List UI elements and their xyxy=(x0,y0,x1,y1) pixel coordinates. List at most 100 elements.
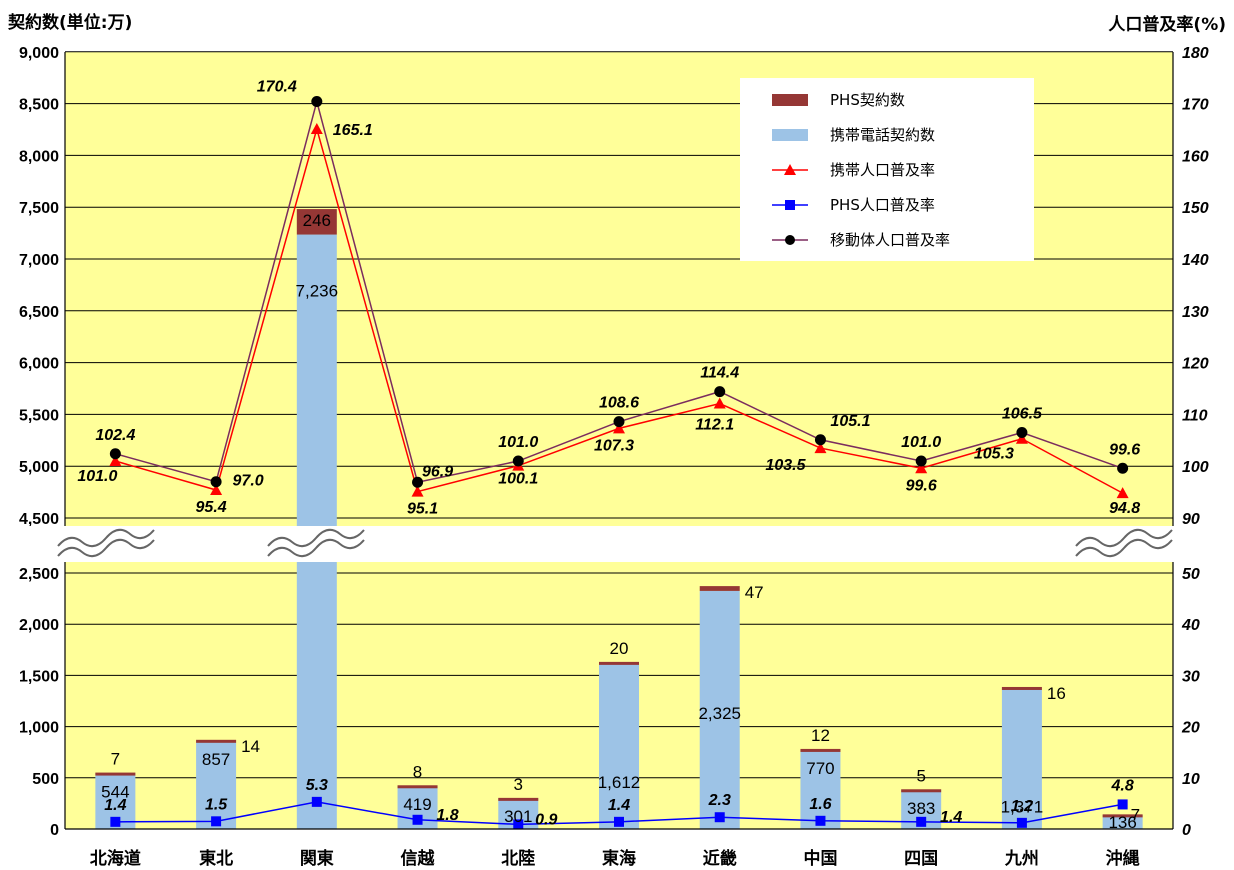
bar-phs xyxy=(800,748,841,752)
keitai-rate-label: 165.1 xyxy=(333,122,373,139)
axis-break-mark xyxy=(267,538,365,558)
phs-rate-label: 0.9 xyxy=(535,811,557,828)
bar-phs xyxy=(599,661,639,665)
phs-value-label: 5 xyxy=(916,766,925,785)
legend-marker xyxy=(785,200,795,210)
mobile-rate-label: 101.0 xyxy=(498,434,538,451)
marker-triangle xyxy=(411,485,424,497)
phs-rate-label: 4.8 xyxy=(1111,777,1134,794)
right-tick-label: 180 xyxy=(1182,45,1209,62)
mobile-rate-label: 170.4 xyxy=(257,79,297,96)
phs-value-label: 14 xyxy=(241,737,260,756)
bar-value-label: 770 xyxy=(806,759,834,778)
legend-marker xyxy=(784,164,796,175)
left-tick-label: 1,500 xyxy=(19,668,59,685)
phs-value-label: 3 xyxy=(514,775,523,794)
bar-value-label: 419 xyxy=(403,795,431,814)
legend-label: 携帯電話契約数 xyxy=(830,126,935,144)
marker-square xyxy=(614,816,624,827)
right-axis-title: 人口普及率(%) xyxy=(1108,14,1226,35)
axis-break-mark xyxy=(1075,538,1173,558)
bar-value-label: 1,371 xyxy=(1001,798,1044,817)
keitai-rate-label: 100.1 xyxy=(498,471,538,488)
right-tick-label: 100 xyxy=(1182,459,1209,476)
marker-triangle xyxy=(1015,432,1028,444)
right-tick-label: 90 xyxy=(1182,511,1200,528)
marker-square xyxy=(110,816,121,827)
keitai-rate-label: 103.5 xyxy=(765,457,806,474)
phs-rate-label: 2.3 xyxy=(708,792,731,809)
right-tick-label: 150 xyxy=(1182,200,1209,217)
gridlines xyxy=(65,51,1173,830)
bar-phs xyxy=(1102,814,1143,818)
marker-square xyxy=(916,816,927,827)
bar-phs xyxy=(296,209,337,235)
legend-label: 携帯人口普及率 xyxy=(830,161,935,179)
keitai-rate-label: 101.0 xyxy=(77,468,117,485)
right-tick-label: 170 xyxy=(1182,97,1209,114)
legend-label: 移動体人口普及率 xyxy=(830,231,950,249)
phs-rate-label: 1.6 xyxy=(809,796,831,813)
left-tick-label: 6,500 xyxy=(19,304,59,321)
right-tick-label: 20 xyxy=(1181,720,1200,737)
marker-circle xyxy=(714,386,726,398)
phs-value-label: 16 xyxy=(1047,684,1066,703)
left-tick-label: 4,500 xyxy=(19,511,59,528)
right-tick-label: 140 xyxy=(1182,252,1209,269)
phs-rate-label: 1.2 xyxy=(1011,798,1033,815)
marker-circle xyxy=(1016,427,1028,439)
axes: 05001,0001,5002,0002,5004,5005,0005,5006… xyxy=(19,45,1209,869)
marker-square xyxy=(211,816,222,827)
mobile-rate-label: 106.5 xyxy=(1002,406,1043,423)
mobile-rate-label: 108.6 xyxy=(599,395,639,412)
bar-value-label: 301 xyxy=(504,807,532,826)
marker-square xyxy=(311,796,322,807)
mobile-rate-label: 102.4 xyxy=(95,427,135,444)
marker-circle xyxy=(814,434,826,446)
right-tick-label: 50 xyxy=(1182,566,1200,583)
left-tick-label: 8,500 xyxy=(19,97,59,114)
marker-triangle xyxy=(1116,487,1129,499)
bar-keitai xyxy=(699,590,740,829)
rate-lines xyxy=(109,96,1129,830)
right-tick-label: 130 xyxy=(1182,304,1209,321)
left-tick-label: 1,000 xyxy=(19,720,59,737)
x-tick-label: 北海道 xyxy=(90,848,141,869)
keitai-rate-label: 95.4 xyxy=(196,499,227,516)
legend-label: PHS人口普及率 xyxy=(830,196,935,214)
phs-rate-label: 1.4 xyxy=(940,809,962,826)
x-tick-label: 中国 xyxy=(803,848,837,869)
bar-phs xyxy=(397,785,438,789)
marker-square xyxy=(1117,799,1128,810)
marker-square xyxy=(1016,817,1027,828)
bar-keitai xyxy=(599,663,639,829)
x-tick-label: 東北 xyxy=(199,848,233,869)
axis-break-mark xyxy=(1075,528,1173,548)
keitai-rate-label: 95.1 xyxy=(407,501,438,518)
x-tick-label: 近畿 xyxy=(703,848,737,869)
mobile-rate-label: 97.0 xyxy=(233,473,264,490)
axis-break-mark xyxy=(57,538,155,558)
bar-phs xyxy=(95,772,136,776)
marker-circle xyxy=(210,476,222,488)
keitai-rate-label: 112.1 xyxy=(695,417,734,434)
marker-circle xyxy=(109,448,121,460)
marker-square xyxy=(513,819,524,830)
mobile-rate-label: 101.0 xyxy=(901,434,941,451)
phs-rate-label: 1.4 xyxy=(104,797,126,814)
bar-value-label: 383 xyxy=(907,799,935,818)
bar-keitai xyxy=(196,741,237,829)
x-tick-label: 四国 xyxy=(904,849,938,869)
right-tick-label: 110 xyxy=(1182,407,1208,424)
keitai-rate-label: 105.3 xyxy=(974,446,1014,463)
marker-circle xyxy=(412,476,424,488)
marker-square xyxy=(412,814,423,825)
left-tick-label: 5,000 xyxy=(19,459,59,476)
bar-value-label: 136 xyxy=(1108,813,1136,832)
phs-value-label: 246 xyxy=(303,211,331,230)
marker-triangle xyxy=(109,455,122,467)
phs-rate-label: 1.5 xyxy=(205,796,228,813)
phs-value-label: 20 xyxy=(610,639,629,658)
right-tick-label: 30 xyxy=(1182,668,1200,685)
